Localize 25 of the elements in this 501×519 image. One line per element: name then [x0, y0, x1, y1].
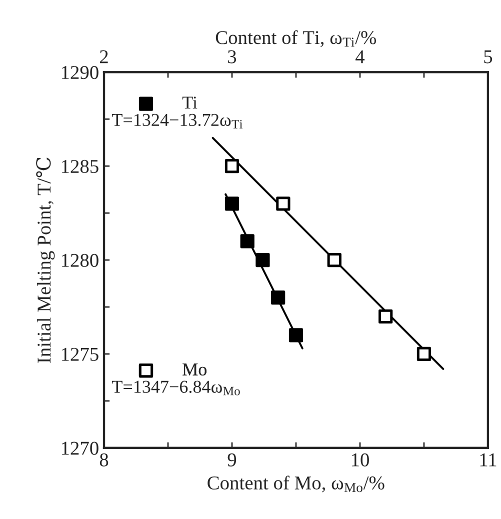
- x2-axis-title: Content of Ti, ω$_{Ti}$/%: [216, 30, 376, 47]
- x-tick-label: 10: [352, 453, 369, 466]
- y-tick-label: 1270: [62, 442, 98, 455]
- x2-tick-label: 2: [100, 50, 108, 64]
- y-tick-label: 1280: [62, 254, 98, 267]
- annotation: T=1324−13.72ω$_{Ti}$: [112, 114, 243, 128]
- x2-tick-label: 4: [356, 50, 365, 64]
- point: [224, 159, 240, 174]
- point: [378, 309, 393, 324]
- x2-tick-label: 5: [484, 50, 492, 64]
- point: [416, 346, 432, 362]
- y-tick-label: 1275: [62, 348, 98, 361]
- legend-label: Mo: [182, 364, 206, 376]
- point: [276, 196, 290, 211]
- y-axis-title: Initial Melting Point, T/℃: [36, 158, 55, 363]
- x-tick-label: 11: [480, 453, 496, 466]
- y-tick-label: 1285: [62, 160, 98, 174]
- x-tick-label: 9: [228, 453, 236, 466]
- point: [327, 252, 342, 268]
- annotation: T=1347−6.84ω$_{Mo}$: [112, 380, 240, 396]
- x-tick-label: 8: [100, 453, 108, 466]
- x-axis-title: Content of Mo, ω$_{Mo}$/%: [208, 476, 384, 492]
- y-tick-label: 1290: [62, 66, 98, 80]
- legend-label: Ti: [182, 96, 198, 109]
- x2-tick-label: 3: [228, 50, 236, 64]
